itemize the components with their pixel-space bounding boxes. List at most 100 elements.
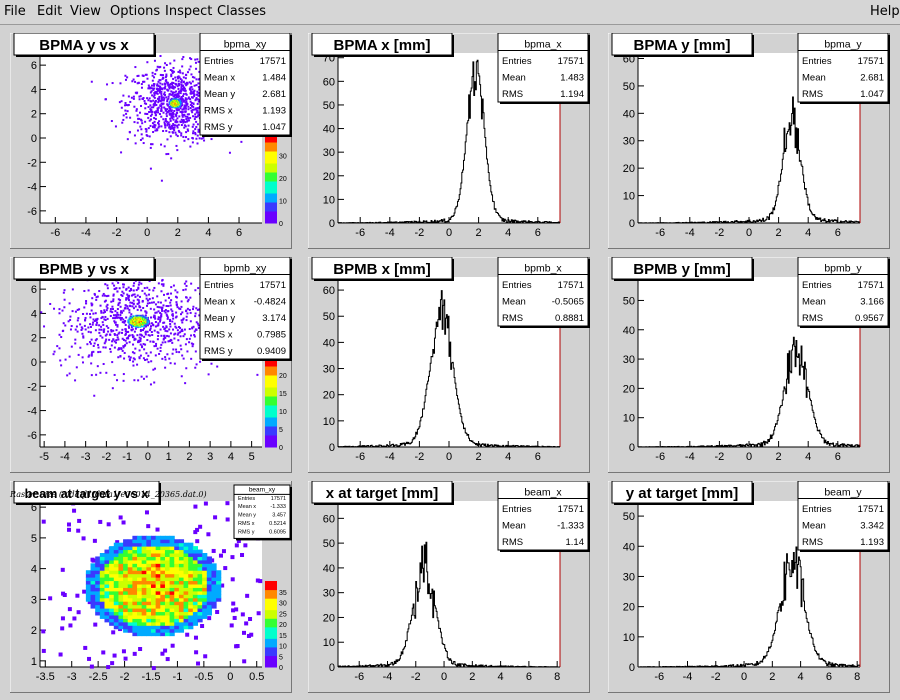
root-canvas[interactable]: -6 -4 -2 0 2 4 6 -6 -4 -2 0 2 4 6 0 10 20 30 BPMA y vs x bp… [0, 25, 900, 700]
cluster-bin [136, 315, 139, 317]
scatter-bin [175, 133, 178, 136]
scatter-bin [145, 352, 148, 355]
scatter-bin [168, 85, 171, 88]
cluster-bin [118, 584, 124, 588]
scatter-bin [185, 74, 188, 77]
menu-inspect[interactable]: Inspect [165, 4, 213, 19]
cluster-bin [177, 105, 180, 107]
colorbar-segment [265, 157, 277, 161]
title-box [311, 33, 453, 56]
pad-bpma-y[interactable]: -6 -4 -2 0 2 4 6 0 10 20 30 40 50 60 BPMA y [mm] bpma_y… [608, 33, 890, 249]
y-tick-label: 6 [31, 284, 37, 296]
cluster-bin [144, 319, 146, 321]
cluster-bin [177, 101, 180, 103]
scatter-bin [145, 134, 148, 137]
cluster-bin [127, 553, 133, 557]
cluster-bin [197, 614, 203, 619]
scatter-bin [99, 350, 102, 353]
menu-file[interactable]: File [4, 4, 26, 19]
scatter-bin [231, 601, 236, 606]
scatter-bin [167, 296, 170, 299]
scatter-bin [124, 328, 127, 331]
scatter-bin [180, 319, 183, 322]
scatter-bin [210, 558, 215, 563]
scatter-bin [195, 111, 198, 114]
scatter-bin [132, 302, 135, 305]
scatter-bin [176, 135, 179, 138]
cluster-bin [178, 553, 185, 557]
cluster-bin [175, 103, 177, 105]
scatter-bin [173, 59, 176, 62]
menu-classes[interactable]: Classes [217, 4, 266, 19]
scatter-bin [162, 111, 165, 114]
y-tick-label: -6 [27, 206, 37, 218]
scatter-bin [137, 74, 140, 77]
menu-edit[interactable]: Edit [37, 4, 63, 19]
cluster-bin [146, 322, 149, 324]
pad-beam-y[interactable]: -6 -4 -2 0 2 4 6 8 0 10 20 30 40 50 y at target [mm] be… [608, 481, 890, 693]
cluster-bin [177, 101, 179, 103]
cluster-bin [179, 101, 182, 103]
pad-beam-xy[interactable]: -3.5 -3 -2.5 -2 -1.5 -1 -0.5 0 0.5 1 2 3 4 5 6 0 5 10 15 20… [10, 481, 292, 693]
colorbar-segment [265, 154, 277, 158]
x-tick-label: 6 [236, 227, 242, 239]
cluster-bin [118, 625, 124, 630]
cluster-bin [113, 553, 119, 557]
scatter-bin [181, 98, 184, 101]
scatter-bin [122, 118, 125, 121]
x-tick-label: -2 [112, 227, 122, 239]
scatter-bin [211, 548, 216, 553]
scatter-bin [82, 335, 85, 338]
y-tick-label: 50 [323, 538, 335, 550]
scatter-bin [178, 115, 181, 118]
x-tick-label: 4 [205, 227, 211, 239]
cluster-bin [141, 318, 144, 320]
pad-bpma-xy[interactable]: -6 -4 -2 0 2 4 6 -6 -4 -2 0 2 4 6 0 10 20 30 BPMA y vs x bp… [10, 33, 292, 249]
scatter-bin [144, 73, 147, 76]
cluster-bin [174, 103, 176, 105]
cluster-bin [177, 99, 179, 101]
scatter-bin [142, 142, 145, 145]
menu-view[interactable]: View [70, 4, 101, 19]
cluster-bin [109, 563, 115, 568]
scatter-bin [184, 121, 187, 124]
pad-bpma-x[interactable]: -6 -4 -2 0 2 4 6 0 10 20 30 40 50 60 70 BPMA x [mm] bpma… [308, 33, 590, 249]
scatter-bin [133, 293, 136, 296]
cluster-bin [183, 621, 189, 626]
scatter-bin [148, 302, 151, 305]
scatter-bin [179, 331, 182, 334]
scatter-bin [76, 308, 79, 311]
cluster-bin [177, 104, 179, 106]
scatter-bin [170, 73, 173, 76]
stats-value: 3.166 [860, 297, 884, 308]
cluster-bin [141, 577, 147, 582]
cluster-bin [137, 322, 140, 324]
cluster-bin [178, 100, 180, 102]
scatter-bin [129, 356, 132, 359]
scatter-bin [121, 328, 124, 331]
pad-beam-x[interactable]: -6 -4 -2 0 2 4 6 8 0 10 20 30 40 50 60 x at target [mm]… [308, 481, 590, 693]
stats-title: bpma_xy [224, 39, 267, 51]
x-tick-label: -0.5 [194, 671, 213, 683]
cluster-bin [160, 577, 166, 582]
pad-bpmb-xy[interactable]: -5 -4 -3 -2 -1 0 1 2 3 4 5 -6 -4 -2 0 2 4 6 0 5 10 15 20 BPMB y… [10, 257, 292, 473]
scatter-bin [137, 81, 140, 84]
scatter-bin [159, 73, 162, 76]
menu-help[interactable]: Help [870, 4, 900, 19]
scatter-bin [92, 312, 95, 315]
scatter-bin [177, 332, 180, 335]
cluster-bin [197, 570, 203, 575]
pad-bpmb-y[interactable]: -6 -4 -2 0 2 4 6 0 10 20 30 40 50 BPMB y [mm] bpmb_y En… [608, 257, 890, 473]
cluster-bin [151, 542, 157, 547]
menu-options[interactable]: Options [110, 4, 161, 19]
cluster-bin [164, 614, 171, 619]
pad-bpmb-x[interactable]: -6 -4 -2 0 2 4 6 0 10 20 30 40 50 60 BPMB x [mm] bpmb_x… [308, 257, 590, 473]
cluster-bin [176, 102, 178, 104]
cluster-bin [130, 320, 133, 322]
cluster-bin [177, 99, 180, 101]
cluster-bin [169, 580, 175, 585]
scatter-bin [143, 99, 146, 102]
scatter-bin [194, 58, 197, 61]
scatter-bin [142, 80, 145, 83]
scatter-bin [176, 333, 179, 336]
